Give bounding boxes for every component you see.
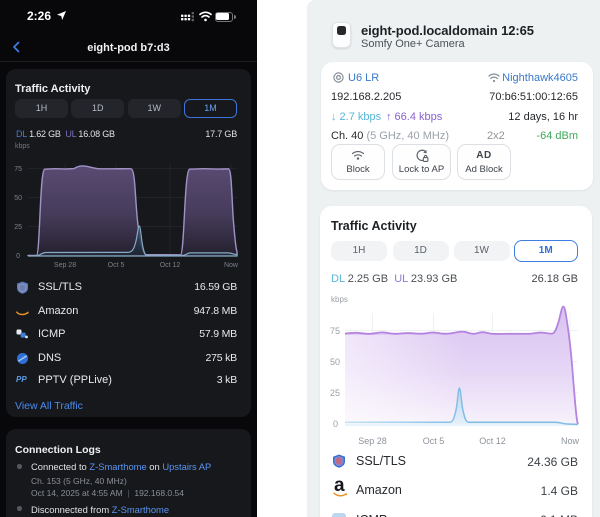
svg-text:Oct 5: Oct 5 [108, 262, 125, 269]
svg-text:0: 0 [16, 253, 20, 260]
svg-text:25: 25 [330, 388, 340, 398]
svg-text:Oct 5: Oct 5 [423, 436, 445, 446]
svg-text:Now: Now [561, 436, 580, 446]
svg-text:Sep 28: Sep 28 [358, 436, 387, 446]
svg-text:Oct 12: Oct 12 [160, 262, 181, 269]
svg-text:50: 50 [330, 357, 340, 367]
svg-text:0: 0 [333, 419, 338, 429]
svg-text:50: 50 [14, 195, 22, 202]
svg-text:75: 75 [330, 326, 340, 336]
svg-text:75: 75 [14, 166, 22, 173]
svg-text:Sep 28: Sep 28 [54, 262, 76, 269]
svg-text:25: 25 [14, 224, 22, 231]
svg-text:Now: Now [224, 262, 239, 269]
svg-text:Oct 12: Oct 12 [479, 436, 506, 446]
